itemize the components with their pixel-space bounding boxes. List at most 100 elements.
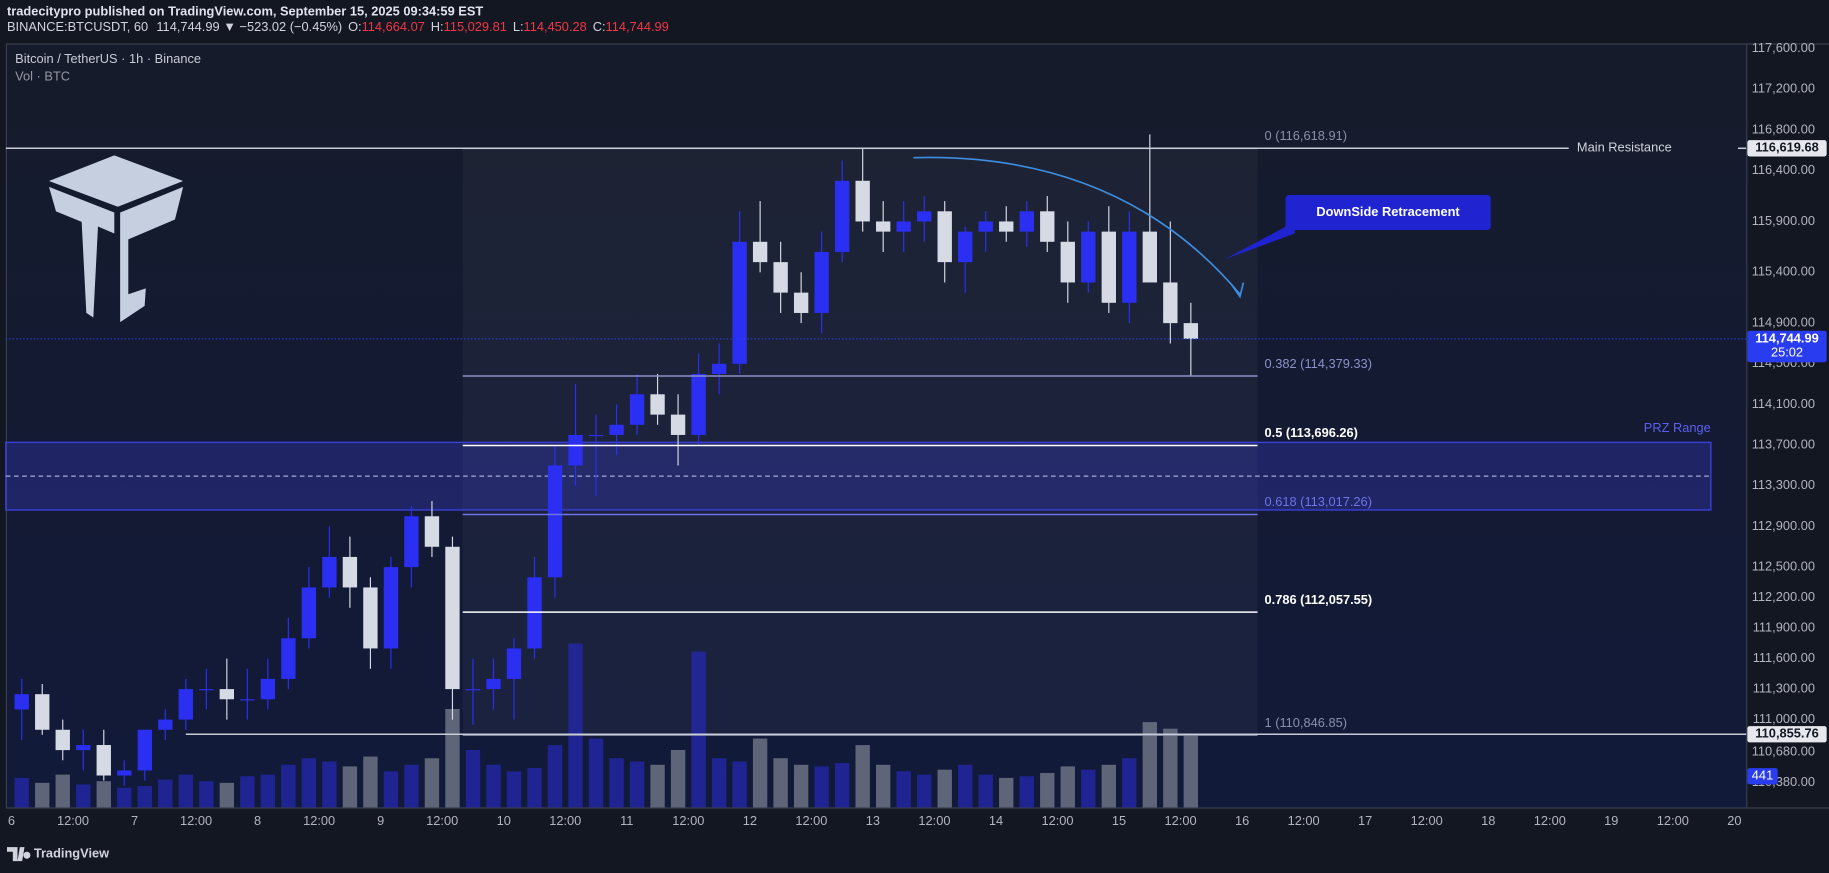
candle-body — [752, 241, 768, 263]
candle-body — [301, 587, 317, 639]
candle-body — [999, 221, 1014, 232]
candle-body — [96, 745, 111, 776]
candle-body — [35, 694, 50, 730]
volume-bar — [465, 750, 481, 808]
volume-bar — [814, 766, 829, 808]
y-tick-label: 111,900.00 — [1753, 619, 1815, 634]
volume-bar — [588, 738, 604, 808]
x-tick-label: 6 — [8, 813, 15, 828]
volume-bar — [363, 756, 378, 808]
candle-body — [363, 587, 378, 649]
candle-body — [609, 424, 624, 435]
candle-body — [814, 251, 829, 313]
y-tick-label: 115,900.00 — [1752, 213, 1815, 228]
volume-bar — [158, 779, 173, 808]
y-tick-label: 111,300.00 — [1753, 680, 1815, 695]
fib-label: 0.618 (113,017.26) — [1265, 494, 1372, 509]
y-tick-label: 115,400.00 — [1752, 264, 1815, 279]
y-tick-label: 113,700.00 — [1752, 437, 1815, 452]
x-tick-label: 20 — [1727, 813, 1741, 828]
x-tick-label: 12:00 — [795, 813, 827, 828]
candle-body — [1081, 231, 1096, 283]
volume-bar — [547, 745, 563, 808]
last-price-tag-bg — [1747, 330, 1827, 363]
candle-body — [322, 556, 337, 588]
x-tick-label: 17 — [1358, 813, 1372, 828]
candle-body — [260, 678, 276, 700]
candle-body — [896, 221, 911, 232]
candle-body — [670, 414, 686, 435]
ohlc-key: C: — [593, 20, 606, 35]
candle-body — [1040, 211, 1055, 242]
ohlc-key: L: — [513, 20, 524, 35]
footer-brand: TradingView — [34, 845, 109, 860]
plot-area — [5, 44, 1747, 808]
volume-bar — [342, 766, 358, 808]
callout-text: DownSide Retracement — [1316, 204, 1460, 219]
candle-body — [1183, 323, 1199, 339]
candle-body — [158, 719, 173, 730]
volume-bar — [35, 782, 50, 808]
volume-bar — [55, 774, 70, 808]
volume-bar — [999, 777, 1014, 808]
candle-body — [342, 556, 358, 588]
fib-label: 1 (110,846.85) — [1265, 715, 1348, 730]
volume-bar — [506, 771, 522, 808]
resistance-label: Main Resistance — [1577, 140, 1672, 155]
support-price-tag: 110,855.76 — [1755, 726, 1819, 741]
volume-bar — [896, 771, 911, 808]
byline: tradecitypro published on TradingView.co… — [7, 3, 483, 18]
resistance-price-tag-bg — [1747, 140, 1827, 157]
volume-bar — [711, 758, 727, 808]
candle-body — [383, 567, 399, 649]
support-price-tag-bg — [1747, 726, 1827, 743]
arrow-head — [1231, 282, 1245, 299]
volume-bar — [199, 781, 214, 808]
symbol: BINANCE:BTCUSDT, 60 — [7, 20, 148, 35]
candle-body — [917, 211, 932, 222]
volume-bar — [527, 768, 542, 808]
fib-label: 0.786 (112,057.55) — [1265, 592, 1373, 607]
volume-bar — [96, 781, 111, 808]
volume-bar — [834, 763, 850, 808]
ohlc-key: O: — [348, 20, 362, 35]
ohlc-value: 115,029.81 — [444, 20, 507, 35]
candle-body — [219, 689, 235, 700]
volume-bar — [281, 764, 296, 808]
volume-bar — [1040, 772, 1055, 808]
x-tick-label: 12:00 — [1657, 813, 1689, 828]
volume-bar — [1081, 769, 1096, 808]
volume-tag-bg — [1747, 768, 1778, 785]
volume-bar — [917, 774, 932, 808]
y-tick-label: 114,100.00 — [1752, 396, 1815, 411]
y-tick-label: 116,800.00 — [1752, 121, 1815, 136]
y-tick-label: 112,200.00 — [1752, 589, 1815, 604]
volume-bar — [1060, 766, 1075, 808]
candle-body — [629, 394, 645, 425]
x-tick-label: 12:00 — [1411, 813, 1443, 828]
volume-bar — [876, 764, 891, 808]
y-tick-label: 117,600.00 — [1752, 40, 1815, 55]
candle-body — [55, 729, 70, 751]
ohlc-value: 114,664.07 — [362, 20, 425, 35]
candle-body — [424, 516, 440, 547]
volume-bar — [219, 782, 235, 808]
volume-bar — [629, 761, 645, 808]
ohlc-value: 114,450.28 — [524, 20, 587, 35]
ohlc-value: 114,744.99 — [606, 20, 669, 35]
candle-body — [240, 699, 255, 701]
volume-bar — [404, 764, 419, 808]
candle-body — [76, 745, 91, 751]
candle-body — [855, 180, 870, 222]
y-tick-label: 111,600.00 — [1753, 650, 1815, 665]
candle-body — [445, 546, 460, 690]
candle-body — [1101, 231, 1116, 303]
y-tick-label: 114,900.00 — [1752, 315, 1815, 330]
price-axis — [1746, 44, 1829, 808]
candle-body — [506, 648, 522, 679]
x-tick-label: 9 — [377, 813, 384, 828]
x-tick-label: 8 — [254, 813, 261, 828]
quote-line: BINANCE:BTCUSDT, 60 114,744.99 ▼ −523.02… — [7, 20, 669, 35]
volume-bar — [1019, 776, 1034, 808]
candle-body — [937, 211, 952, 263]
